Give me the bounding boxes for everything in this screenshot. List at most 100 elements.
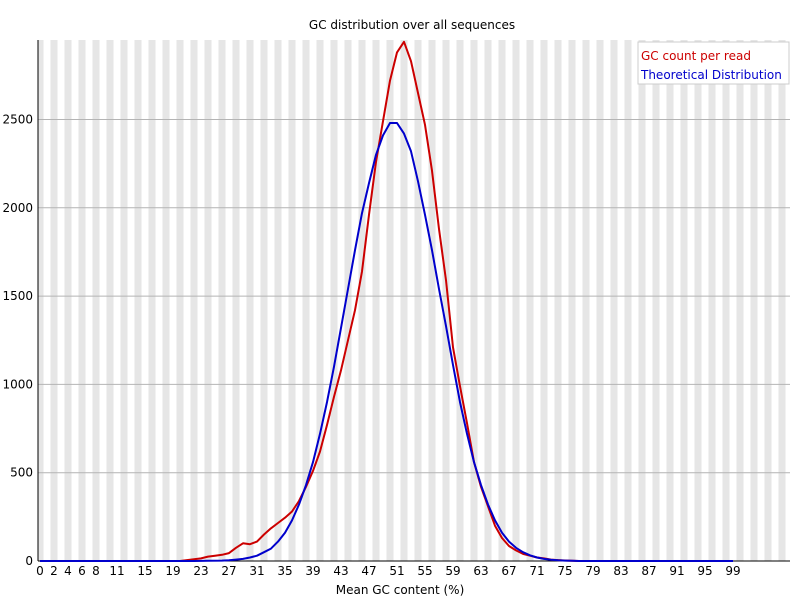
background-band <box>78 40 86 561</box>
legend-entry-gc-count: GC count per read <box>641 49 751 63</box>
background-band <box>267 40 275 561</box>
x-tick-label: 4 <box>64 564 72 578</box>
background-band <box>260 40 268 561</box>
x-tick-label: 91 <box>669 564 684 578</box>
x-tick-label: 47 <box>361 564 376 578</box>
background-bands <box>38 40 790 561</box>
background-band <box>582 40 590 561</box>
series-line-theoretical <box>40 122 733 562</box>
background-band <box>505 40 513 561</box>
background-band <box>638 40 646 561</box>
background-band <box>715 40 723 561</box>
legend-entry-theoretical: Theoretical Distribution <box>640 68 782 82</box>
legend-box <box>637 41 790 85</box>
x-tick-label: 59 <box>445 564 460 578</box>
legend: GC count per read Theoretical Distributi… <box>637 41 790 85</box>
x-tick-label: 8 <box>92 564 100 578</box>
background-band <box>561 40 569 561</box>
background-band <box>421 40 429 561</box>
background-band <box>43 40 51 561</box>
background-band <box>603 40 611 561</box>
background-band <box>99 40 107 561</box>
x-tick-label: 63 <box>473 564 488 578</box>
background-band <box>666 40 674 561</box>
x-tick-label: 67 <box>501 564 516 578</box>
x-tick-label: 51 <box>389 564 404 578</box>
background-band <box>743 40 751 561</box>
background-band <box>435 40 443 561</box>
background-band <box>470 40 478 561</box>
background-band <box>337 40 345 561</box>
y-tick-label: 1000 <box>2 377 33 391</box>
background-band <box>323 40 331 561</box>
x-tick-label: 39 <box>305 564 320 578</box>
x-tick-label: 71 <box>529 564 544 578</box>
background-band <box>330 40 338 561</box>
x-tick-label: 19 <box>165 564 180 578</box>
y-tick-label: 0 <box>25 554 33 568</box>
background-band <box>442 40 450 561</box>
background-band <box>533 40 541 561</box>
background-band <box>498 40 506 561</box>
background-band <box>120 40 128 561</box>
x-tick-label: 99 <box>725 564 740 578</box>
background-band <box>232 40 240 561</box>
x-tick-label: 6 <box>78 564 86 578</box>
x-tick-label: 87 <box>641 564 656 578</box>
background-band <box>610 40 618 561</box>
background-band <box>568 40 576 561</box>
y-tick-label: 2000 <box>2 201 33 215</box>
x-axis-label: Mean GC content (%) <box>336 583 465 597</box>
background-band <box>372 40 380 561</box>
background-band <box>673 40 681 561</box>
x-tick-label: 2 <box>50 564 58 578</box>
background-band <box>225 40 233 561</box>
chart-title: GC distribution over all sequences <box>309 18 515 32</box>
background-band <box>141 40 149 561</box>
background-band <box>463 40 471 561</box>
background-band <box>519 40 527 561</box>
background-band <box>155 40 163 561</box>
background-band <box>386 40 394 561</box>
x-tick-label: 35 <box>277 564 292 578</box>
background-band <box>239 40 247 561</box>
x-tick-label: 11 <box>109 564 124 578</box>
background-band <box>288 40 296 561</box>
x-tick-label: 43 <box>333 564 348 578</box>
x-tick-label: 0 <box>36 564 44 578</box>
background-band <box>218 40 226 561</box>
background-band <box>736 40 744 561</box>
background-band <box>85 40 93 561</box>
background-band <box>92 40 100 561</box>
background-band <box>379 40 387 561</box>
background-band <box>183 40 191 561</box>
background-band <box>645 40 653 561</box>
x-tick-label: 31 <box>249 564 264 578</box>
background-band <box>127 40 135 561</box>
background-band <box>302 40 310 561</box>
background-band <box>624 40 632 561</box>
background-band <box>785 40 790 561</box>
background-band <box>596 40 604 561</box>
x-tick-label: 75 <box>557 564 572 578</box>
background-band <box>316 40 324 561</box>
background-band <box>575 40 583 561</box>
background-band <box>204 40 212 561</box>
background-band <box>659 40 667 561</box>
background-band <box>694 40 702 561</box>
background-band <box>190 40 198 561</box>
background-band <box>281 40 289 561</box>
background-band <box>64 40 72 561</box>
background-band <box>722 40 730 561</box>
background-band <box>246 40 254 561</box>
background-band <box>148 40 156 561</box>
background-band <box>491 40 499 561</box>
x-tick-label: 83 <box>613 564 628 578</box>
x-tick-label: 23 <box>193 564 208 578</box>
background-band <box>526 40 534 561</box>
background-band <box>176 40 184 561</box>
background-band <box>428 40 436 561</box>
background-band <box>57 40 65 561</box>
background-band <box>701 40 709 561</box>
